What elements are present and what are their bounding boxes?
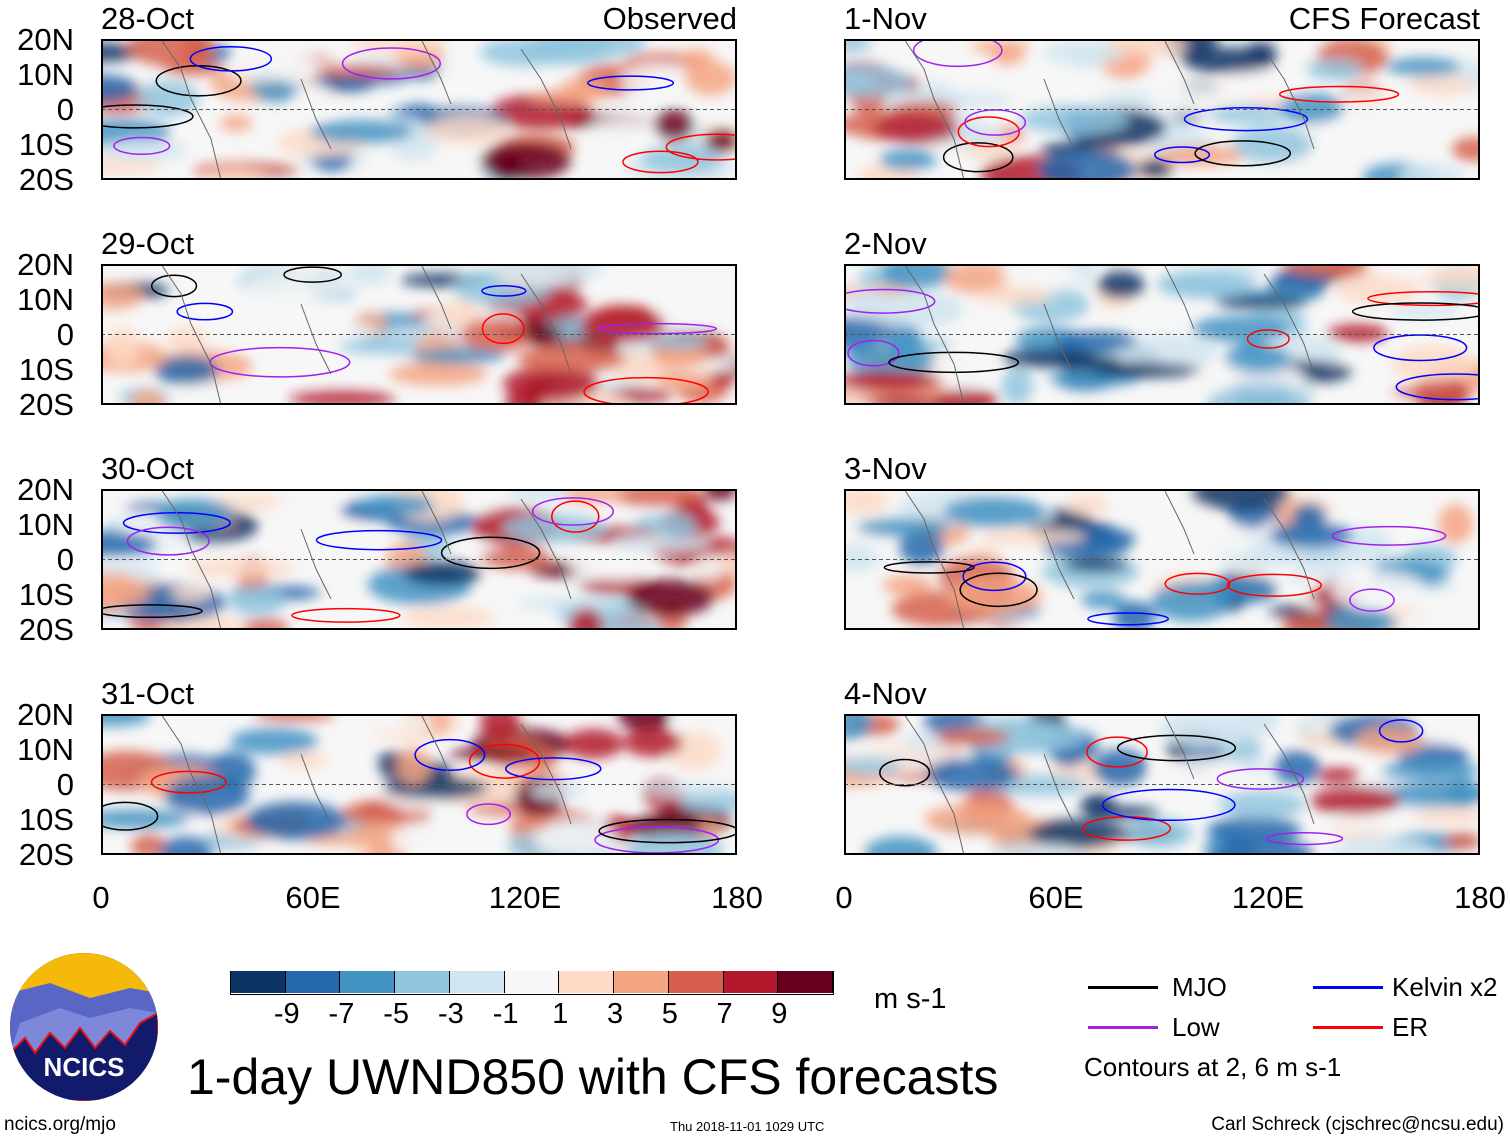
column-label: Observed — [602, 1, 737, 36]
colorbar-label: -3 — [438, 998, 464, 1030]
lon-tick-label: 120E — [1231, 880, 1305, 915]
colorbar-label: -9 — [273, 998, 300, 1030]
lat-tick-label: 0 — [56, 92, 74, 127]
panel-date: 3-Nov — [844, 451, 927, 486]
map-panel — [844, 39, 1480, 180]
lat-tick-label: 10N — [17, 282, 74, 317]
colorbar-swatch — [778, 971, 833, 993]
lat-tick-label: 0 — [56, 317, 74, 352]
lon-tick-label: 180 — [1454, 880, 1506, 915]
colorbar-swatch — [668, 971, 724, 993]
figure-title: 1-day UWND850 with CFS forecasts — [187, 1049, 999, 1105]
colorbar-label: -1 — [492, 998, 519, 1030]
lat-tick-label: 20S — [18, 387, 74, 422]
lat-tick-label: 0 — [56, 767, 74, 802]
lat-tick-label: 20N — [17, 697, 74, 732]
lon-tick-label: 180 — [711, 880, 763, 915]
lat-tick-label: 10N — [17, 507, 74, 542]
colorbar-swatch — [723, 971, 779, 993]
panel-date: 29-Oct — [101, 226, 195, 261]
colorbar-swatch — [449, 971, 505, 993]
legend-line-er — [1313, 1026, 1383, 1029]
lon-tick-label: 120E — [488, 880, 562, 915]
logo-text: NCICS — [44, 1052, 125, 1082]
lat-tick-label: 20N — [17, 22, 74, 57]
map-panel — [101, 489, 737, 630]
map-panel — [844, 489, 1480, 630]
panel-date: 4-Nov — [844, 676, 927, 711]
legend-label-kelvin: Kelvin x2 — [1392, 972, 1498, 1002]
panel-date: 1-Nov — [844, 1, 927, 36]
footer-timestamp: Thu 2018-11-01 1029 UTC — [670, 1119, 825, 1134]
panel-date: 30-Oct — [101, 451, 195, 486]
panel-date: 2-Nov — [844, 226, 927, 261]
map-panel — [844, 714, 1480, 855]
lat-tick-label: 20S — [18, 837, 74, 872]
colorbar-swatch — [285, 971, 341, 993]
lat-tick-label: 10S — [18, 127, 74, 162]
lat-tick-label: 20N — [17, 472, 74, 507]
wind-anomaly-map — [101, 489, 737, 630]
legend-line-mjo — [1088, 986, 1158, 989]
lat-tick-label: 10S — [18, 577, 74, 612]
colorbar-swatch — [395, 971, 450, 993]
ncics-logo: NCICS — [10, 953, 158, 1101]
column-label: CFS Forecast — [1288, 1, 1480, 36]
map-panel — [101, 39, 737, 180]
colorbar-swatch — [340, 971, 396, 993]
lat-tick-label: 20N — [17, 247, 74, 282]
legend-line-kelvin — [1313, 986, 1383, 989]
lon-tick-label: 0 — [92, 880, 110, 915]
colorbar-swatch — [559, 971, 615, 993]
footer-url: ncics.org/mjo — [4, 1114, 116, 1135]
colorbar-label: 7 — [716, 998, 733, 1030]
colorbar-label: -5 — [383, 998, 410, 1030]
wind-anomaly-map — [101, 39, 737, 180]
colorbar-swatch — [231, 971, 286, 993]
colorbar-label: 3 — [607, 998, 624, 1030]
lat-tick-label: 10N — [17, 732, 74, 767]
colorbar-label: 5 — [661, 998, 678, 1030]
colorbar-swatch — [504, 971, 560, 993]
colorbar-units: m s-1 — [874, 983, 947, 1015]
legend-label-mjo: MJO — [1172, 972, 1227, 1002]
wind-anomaly-map — [844, 489, 1480, 630]
panel-date: 31-Oct — [101, 676, 195, 711]
lat-tick-label: 10N — [17, 57, 74, 92]
lat-tick-label: 10S — [18, 802, 74, 837]
lat-tick-label: 20S — [18, 162, 74, 197]
legend-label-er: ER — [1392, 1012, 1429, 1042]
wind-anomaly-map — [844, 264, 1480, 405]
panel-date: 28-Oct — [101, 1, 195, 36]
colorbar-label: 1 — [552, 998, 569, 1030]
map-panel — [101, 714, 737, 855]
colorbar-label: 9 — [771, 998, 788, 1030]
lat-tick-label: 10S — [18, 352, 74, 387]
wind-anomaly-map — [844, 39, 1480, 180]
map-panel — [844, 264, 1480, 405]
wind-anomaly-map — [844, 714, 1480, 855]
lon-tick-label: 60E — [1028, 880, 1084, 915]
legend-label-low: Low — [1172, 1012, 1220, 1042]
lon-tick-label: 60E — [285, 880, 341, 915]
lat-tick-label: 0 — [56, 542, 74, 577]
contour-note: Contours at 2, 6 m s-1 — [1084, 1052, 1342, 1082]
wind-anomaly-map — [101, 714, 737, 855]
colorbar-swatch — [614, 971, 669, 993]
lat-tick-label: 20S — [18, 612, 74, 647]
colorbar-label: -7 — [328, 998, 355, 1030]
legend-line-low — [1088, 1026, 1158, 1029]
map-panel — [101, 264, 737, 405]
wind-anomaly-map — [101, 264, 737, 405]
lon-tick-label: 0 — [835, 880, 853, 915]
footer-author: Carl Schreck (cjschrec@ncsu.edu) — [1211, 1114, 1504, 1135]
